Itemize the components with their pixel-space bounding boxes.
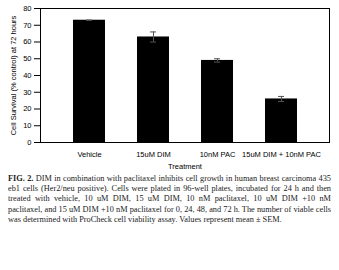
svg-text:15uM DIM: 15uM DIM — [136, 150, 171, 159]
svg-text:40: 40 — [23, 71, 31, 80]
svg-text:10nM PAC: 10nM PAC — [200, 150, 236, 159]
svg-text:15uM DIM + 10nM PAC: 15uM DIM + 10nM PAC — [242, 150, 321, 159]
svg-text:30: 30 — [23, 88, 31, 97]
svg-text:Treatment: Treatment — [168, 162, 203, 171]
svg-text:70: 70 — [23, 21, 31, 30]
svg-text:20: 20 — [23, 104, 31, 113]
svg-text:80: 80 — [23, 4, 31, 13]
svg-text:0: 0 — [27, 138, 31, 147]
svg-text:10: 10 — [23, 121, 31, 130]
svg-text:Cell Survival (% control) at 7: Cell Survival (% control) at 72 hours — [9, 15, 18, 135]
svg-text:Vehicle: Vehicle — [77, 150, 101, 159]
svg-text:50: 50 — [23, 54, 31, 63]
svg-text:60: 60 — [23, 37, 31, 46]
html-text:FIG. 2. DIM in combination wit: FIG. 2. DIM in combination with paclitax… — [8, 174, 331, 224]
